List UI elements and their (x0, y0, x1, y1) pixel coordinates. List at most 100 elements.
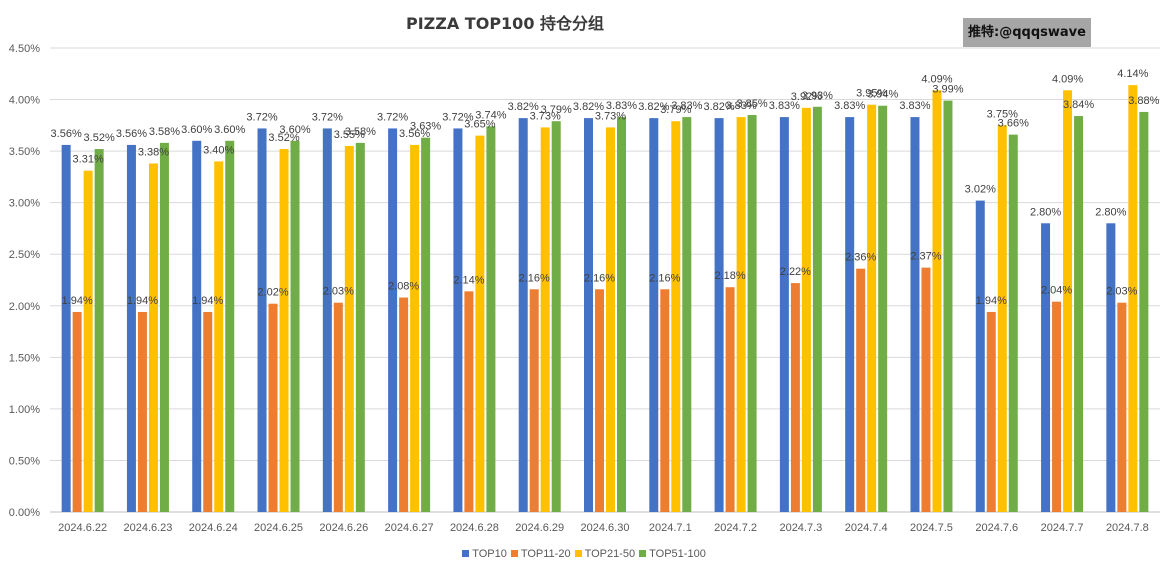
bar-top10 (910, 117, 920, 512)
data-label: 3.55% (334, 129, 365, 141)
bar-top10 (845, 117, 855, 512)
y-tick-label: 2.50% (9, 249, 40, 261)
data-label: 3.60% (279, 124, 310, 136)
x-tick-label: 2024.6.25 (254, 522, 303, 534)
bar-top10 (453, 128, 463, 512)
data-label: 3.79% (541, 104, 572, 116)
bar-top11-20 (137, 311, 147, 512)
data-label: 3.38% (138, 146, 169, 158)
y-tick-label: 4.00% (9, 95, 40, 107)
bar-top51-100 (747, 115, 757, 513)
legend-label: TOP11-20 (520, 548, 571, 560)
x-tick-label: 2024.6.24 (189, 522, 238, 534)
data-label: 3.73% (530, 110, 561, 122)
legend-swatch (574, 550, 582, 557)
bar-top21-50 (410, 144, 420, 512)
legend-label: TOP10 (472, 548, 507, 560)
legend-label: TOP21-50 (584, 548, 636, 560)
y-tick-label: 3.00% (9, 198, 40, 210)
data-label: 3.95% (856, 88, 887, 100)
data-label: 3.72% (246, 111, 277, 123)
legend: TOP10 TOP11-20 TOP21-50 TOP51-100 (0, 548, 1168, 560)
data-label: 2.16% (649, 272, 680, 284)
bar-top21-50 (801, 107, 811, 512)
bar-top21-50 (932, 90, 942, 512)
gridlines (50, 47, 1160, 513)
bar-top10 (322, 128, 332, 512)
bar-top10 (1106, 223, 1116, 513)
bar-top11-20 (203, 311, 213, 512)
data-label: 1.94% (976, 295, 1007, 307)
y-tick-label: 1.50% (9, 352, 40, 364)
data-label: 3.72% (442, 111, 473, 123)
data-label: 2.14% (453, 274, 484, 286)
bar-top10 (388, 128, 398, 512)
data-label: 1.94% (127, 295, 158, 307)
bar-top11-20 (268, 303, 278, 512)
data-label: 3.60% (214, 124, 245, 136)
data-label: 2.02% (257, 287, 288, 299)
bar-top11-20 (529, 289, 539, 512)
data-label: 2.36% (845, 252, 876, 264)
bar-top51-100 (225, 140, 235, 513)
bar-top10 (257, 128, 267, 512)
bar-top51-100 (1008, 134, 1018, 512)
data-label: 3.56% (399, 128, 430, 140)
data-label: 2.80% (1095, 206, 1126, 218)
bar-top51-100 (486, 126, 496, 512)
bar-top21-50 (344, 145, 354, 512)
data-label: 3.60% (181, 124, 212, 136)
bar-top51-100 (1139, 111, 1149, 512)
bar-top10 (714, 118, 724, 513)
bar-top10 (1041, 223, 1051, 513)
data-label: 3.72% (312, 111, 343, 123)
bar-top11-20 (790, 283, 800, 512)
data-label: 3.58% (149, 126, 180, 138)
data-label: 3.83% (606, 100, 637, 112)
x-tick-label: 2024.6.23 (123, 522, 172, 534)
bar-top51-100 (94, 149, 104, 512)
data-label: 3.56% (51, 128, 82, 140)
bar-top51-100 (421, 137, 431, 512)
data-label: 3.99% (932, 84, 963, 96)
data-label: 3.65% (464, 119, 495, 131)
data-label: 3.75% (987, 108, 1018, 120)
data-label: 3.83% (671, 100, 702, 112)
data-label: 3.79% (660, 104, 691, 116)
bar-top51-100 (551, 121, 561, 512)
bar-top11-20 (986, 311, 996, 512)
bar-top11-20 (660, 289, 670, 512)
legend-item: TOP10 (462, 548, 507, 560)
bar-top10 (518, 118, 528, 513)
bar-top11-20 (856, 268, 866, 512)
x-tick-label: 2024.6.28 (450, 522, 499, 534)
y-axis-ticks: 0.00% 0.50% 1.00% 1.50% 2.00% 2.50% 3.00% 3.50%… (9, 43, 40, 519)
data-label: 3.58% (345, 126, 376, 138)
bar-top11-20 (595, 289, 604, 512)
legend-swatch (510, 550, 518, 557)
legend-item: TOP51-100 (639, 548, 706, 560)
x-tick-label: 2024.7.5 (910, 522, 953, 534)
data-label: 2.18% (714, 270, 745, 282)
data-label: 3.92% (791, 91, 822, 103)
bar-top21-50 (867, 104, 877, 512)
data-label: 3.52% (84, 132, 115, 144)
x-tick-label: 2024.7.6 (975, 522, 1018, 534)
bar-top10 (61, 144, 71, 512)
bar-top51-100 (812, 106, 822, 513)
data-label: 3.31% (73, 154, 104, 166)
bar-top51-100 (943, 100, 953, 512)
data-labels: 3.56%1.94%3.31%3.52% 3.56%1.94%3.38%3.58%… (51, 68, 1160, 307)
legend-swatch (639, 550, 647, 557)
data-label: 2.04% (1041, 285, 1072, 297)
bar-top11-20 (72, 311, 82, 512)
data-label: 4.09% (921, 73, 952, 85)
bar-top51-100 (159, 142, 169, 512)
data-label: 3.40% (203, 144, 234, 156)
data-label: 3.83% (769, 100, 800, 112)
data-label: 3.73% (595, 110, 626, 122)
data-label: 1.94% (192, 295, 223, 307)
data-label: 4.14% (1117, 68, 1148, 80)
y-tick-label: 1.00% (9, 404, 40, 416)
bar-top21-50 (997, 125, 1007, 512)
